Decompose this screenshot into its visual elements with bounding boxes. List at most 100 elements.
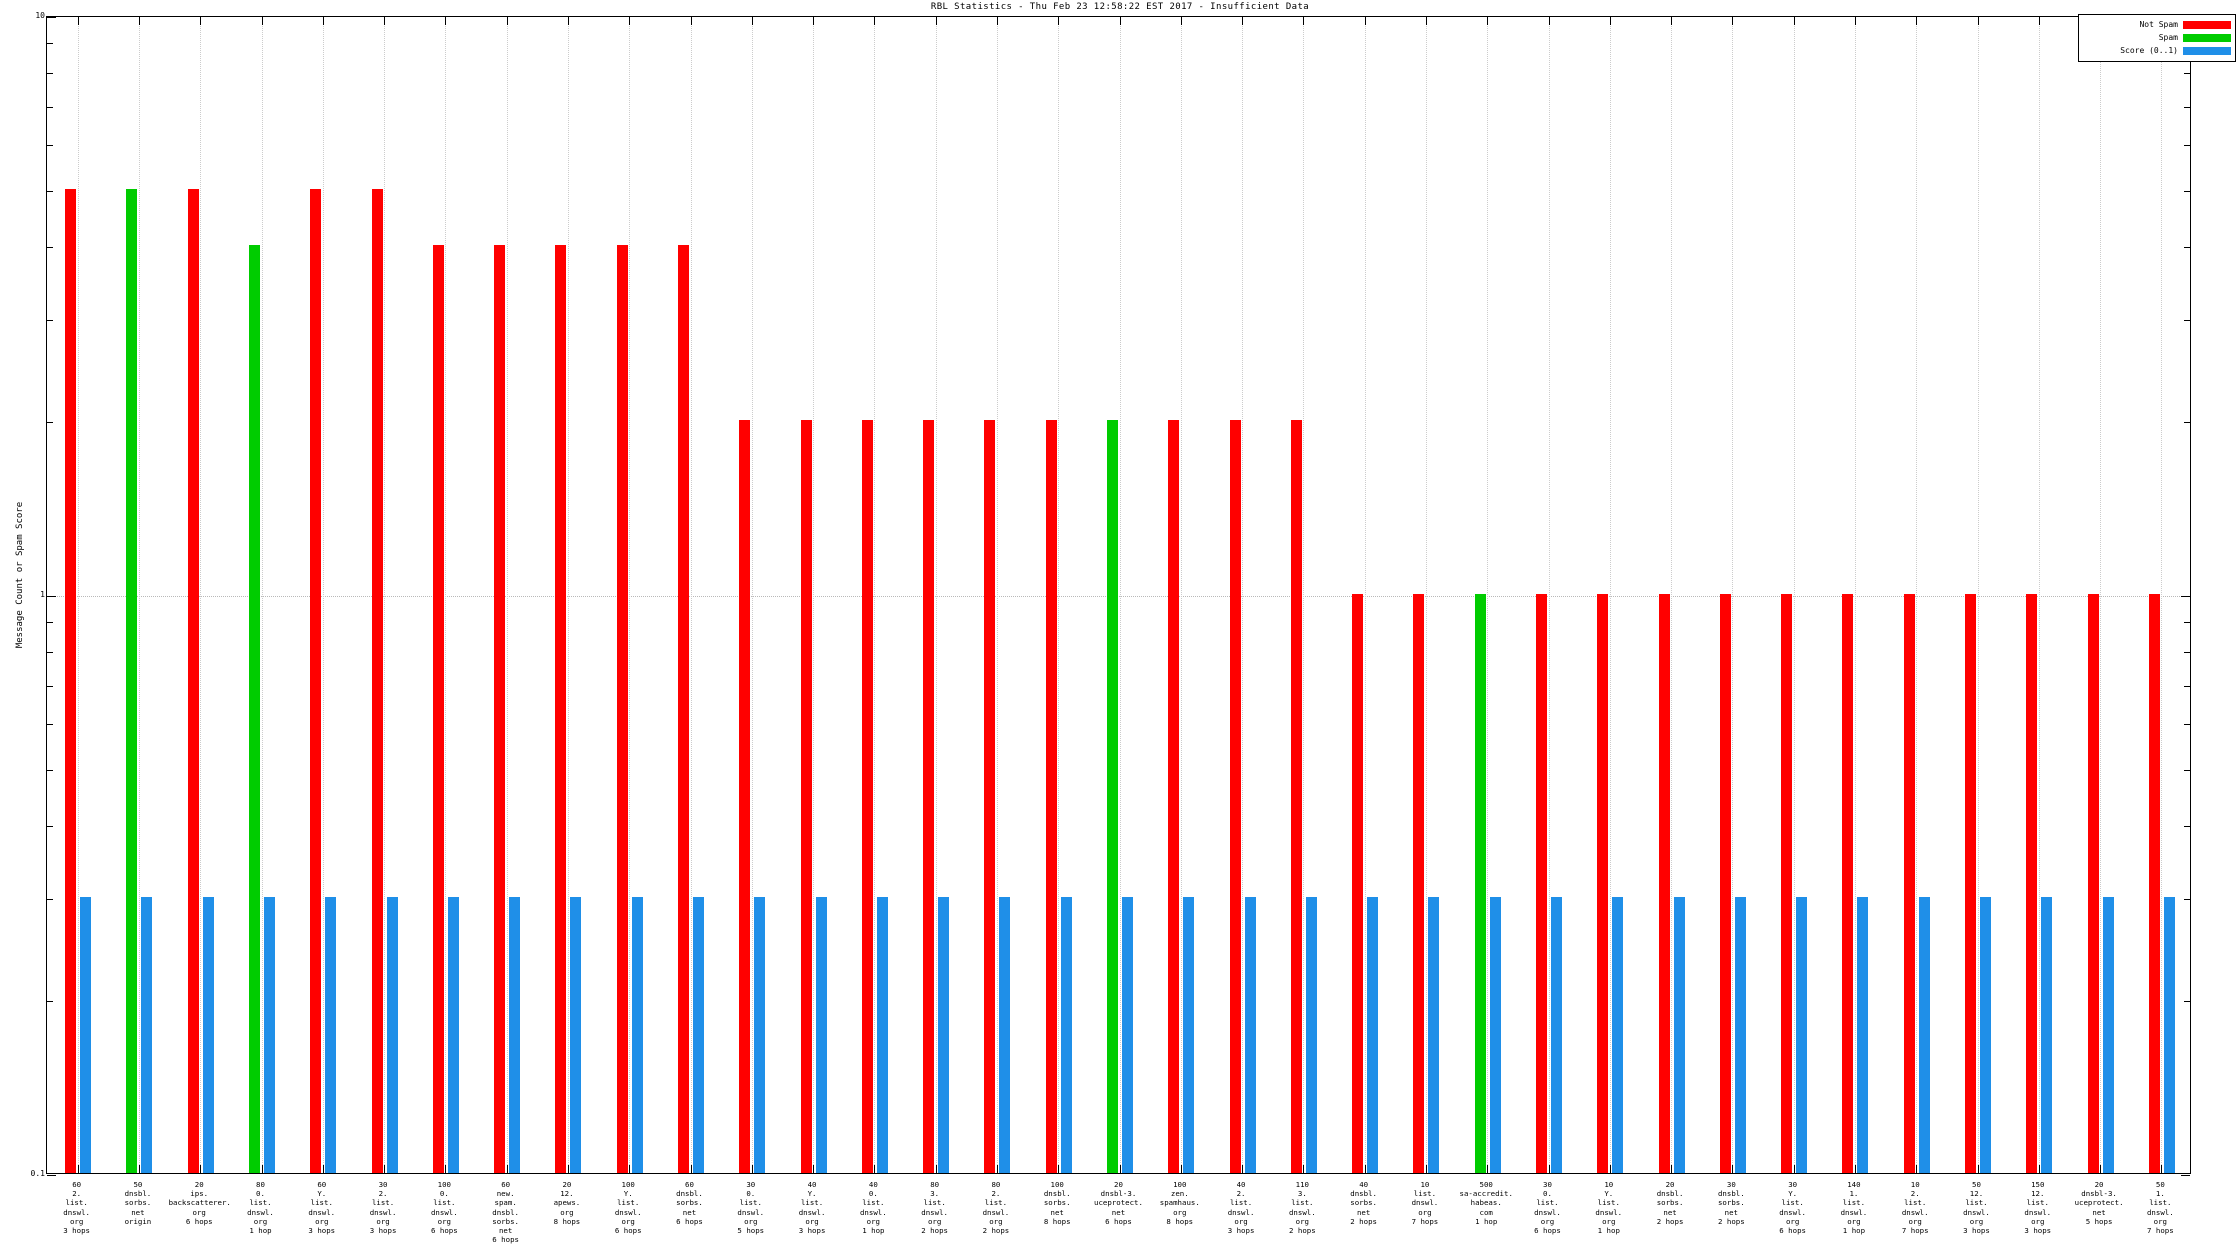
y-axis-minor-tick [47, 145, 53, 147]
x-axis-tick [1119, 1165, 1121, 1173]
bar-not-spam [1903, 594, 1915, 1173]
gridline-vertical [2161, 17, 2163, 1173]
gridline-vertical [935, 17, 937, 1173]
x-axis-tick [996, 1165, 998, 1173]
y-axis-minor-tick-right [2184, 826, 2190, 828]
y-axis-minor-tick [47, 1000, 53, 1002]
x-axis-tick-top [1425, 17, 1427, 25]
bar-score [1796, 896, 1808, 1173]
gridline-vertical [384, 17, 386, 1173]
bar-not-spam [1842, 594, 1854, 1173]
bar-score [631, 896, 643, 1173]
y-axis-minor-tick [47, 191, 53, 193]
x-axis-tick [138, 1165, 140, 1173]
x-axis-tick-top [813, 17, 815, 25]
x-axis-tick-top [690, 17, 692, 25]
x-axis-tick [2161, 1165, 2163, 1173]
legend-swatch-not-spam [2183, 20, 2231, 29]
x-axis-tick [1916, 1165, 1918, 1173]
y-axis-minor-tick-right [2184, 622, 2190, 624]
x-axis-tick-label: 50 1. list. dnswl. org 7 hops [2146, 1180, 2174, 1236]
x-axis-tick-top [751, 17, 753, 25]
bar-not-spam [371, 189, 383, 1173]
gridline-vertical [1671, 17, 1673, 1173]
bar-score [1857, 896, 1869, 1173]
y-axis-minor-tick [47, 319, 53, 321]
y-axis-minor-tick-right [2184, 685, 2190, 687]
y-axis-minor-tick [47, 652, 53, 654]
bar-not-spam [678, 245, 689, 1173]
gridline-vertical [1732, 17, 1734, 1173]
x-axis-tick [629, 1165, 631, 1173]
bar-score [1183, 896, 1195, 1173]
bar-score [1428, 896, 1440, 1173]
gridline-vertical [1058, 17, 1060, 1173]
legend-swatch-score [2183, 46, 2231, 55]
legend-item-score: Score (0..1) [2083, 44, 2231, 57]
x-axis-tick [384, 1165, 386, 1173]
y-axis-label: Message Count or Spam Score [15, 501, 25, 649]
x-axis-tick [1425, 1165, 1427, 1173]
y-axis-tick-label: 1 [40, 590, 45, 599]
x-axis-tick-top [445, 17, 447, 25]
x-axis-tick-top [1671, 17, 1673, 25]
bar-score [202, 896, 214, 1173]
x-axis-tick [813, 1165, 815, 1173]
x-axis-tick-top [1303, 17, 1305, 25]
x-axis-tick-label: 40 0. list. dnswl. org 1 hop [859, 1180, 887, 1236]
x-axis-tick-label: 50 dnsbl. sorbs. net origin [124, 1180, 152, 1226]
x-axis-tick-label: 30 Y. list. dnswl. org 6 hops [1779, 1180, 1806, 1236]
bar-score [509, 896, 521, 1173]
x-axis-tick-label: 50 12. list. dnswl. org 3 hops [1963, 1180, 1990, 1236]
legend-label-score: Score (0..1) [2120, 46, 2178, 55]
x-axis-tick [200, 1165, 202, 1173]
x-axis-tick-label: 100 dnsbl. sorbs. net 8 hops [1043, 1180, 1071, 1226]
legend-item-not-spam: Not Spam [2083, 18, 2231, 31]
legend-swatch-spam [2183, 33, 2231, 42]
y-axis-minor-tick-right [2184, 421, 2190, 423]
y-axis-minor-tick-right [2184, 652, 2190, 654]
y-axis-minor-tick-right [2184, 106, 2190, 108]
gridline-horizontal [47, 596, 2190, 597]
x-axis-tick-top [322, 17, 324, 25]
y-axis-minor-tick [47, 247, 53, 249]
bar-score [815, 896, 827, 1173]
y-axis-minor-tick [47, 685, 53, 687]
bar-not-spam [1965, 594, 1976, 1173]
gridline-vertical [813, 17, 815, 1173]
bar-not-spam [800, 419, 812, 1173]
y-axis-minor-tick-right [2184, 319, 2190, 321]
x-axis-tick-top [1242, 17, 1244, 25]
x-axis-tick-label: 60 dnsbl. sorbs. net 6 hops [676, 1180, 703, 1226]
x-axis-tick-label: 80 2. list. dnswl. org 2 hops [982, 1180, 1010, 1236]
bar-spam [249, 245, 260, 1173]
bar-not-spam [1290, 419, 1302, 1173]
bar-score [264, 896, 275, 1173]
x-axis-tick-label: 80 0. list. dnswl. org 1 hop [247, 1180, 274, 1236]
gridline-vertical [1487, 17, 1489, 1173]
y-axis-tick-label: 0.1 [30, 1169, 45, 1178]
bar-not-spam [1413, 594, 1425, 1173]
gridline-vertical [200, 17, 202, 1173]
x-axis-tick-top [1548, 17, 1550, 25]
x-axis-tick [77, 1165, 79, 1173]
x-axis-tick [2038, 1165, 2040, 1173]
x-axis-tick-label: 20 ips. backscatterer. org 6 hops [168, 1180, 231, 1226]
bar-not-spam [1352, 594, 1364, 1173]
bar-not-spam [2087, 594, 2099, 1173]
x-axis-tick-label: 100 Y. list. dnswl. org 6 hops [614, 1180, 642, 1236]
gridline-vertical [996, 17, 998, 1173]
gridline-vertical [1609, 17, 1611, 1173]
x-axis-tick-label: 20 dnsbl. sorbs. net 2 hops [1656, 1180, 1684, 1226]
gridline-vertical [1854, 17, 1856, 1173]
gridline-vertical [1548, 17, 1550, 1173]
x-axis-tick-labels: 60 2. list. dnswl. org 3 hops 50 dnsbl. s… [46, 1180, 2191, 1260]
bar-score [1673, 896, 1685, 1173]
legend-label-spam: Spam [2158, 33, 2178, 42]
bar-not-spam [1719, 594, 1731, 1173]
gridline-vertical [77, 17, 79, 1173]
x-axis-tick [751, 1165, 753, 1173]
bar-score [1060, 896, 1072, 1173]
bar-not-spam [494, 245, 506, 1173]
x-axis-tick-label: 60 2. list. dnswl. org 3 hops [63, 1180, 90, 1236]
